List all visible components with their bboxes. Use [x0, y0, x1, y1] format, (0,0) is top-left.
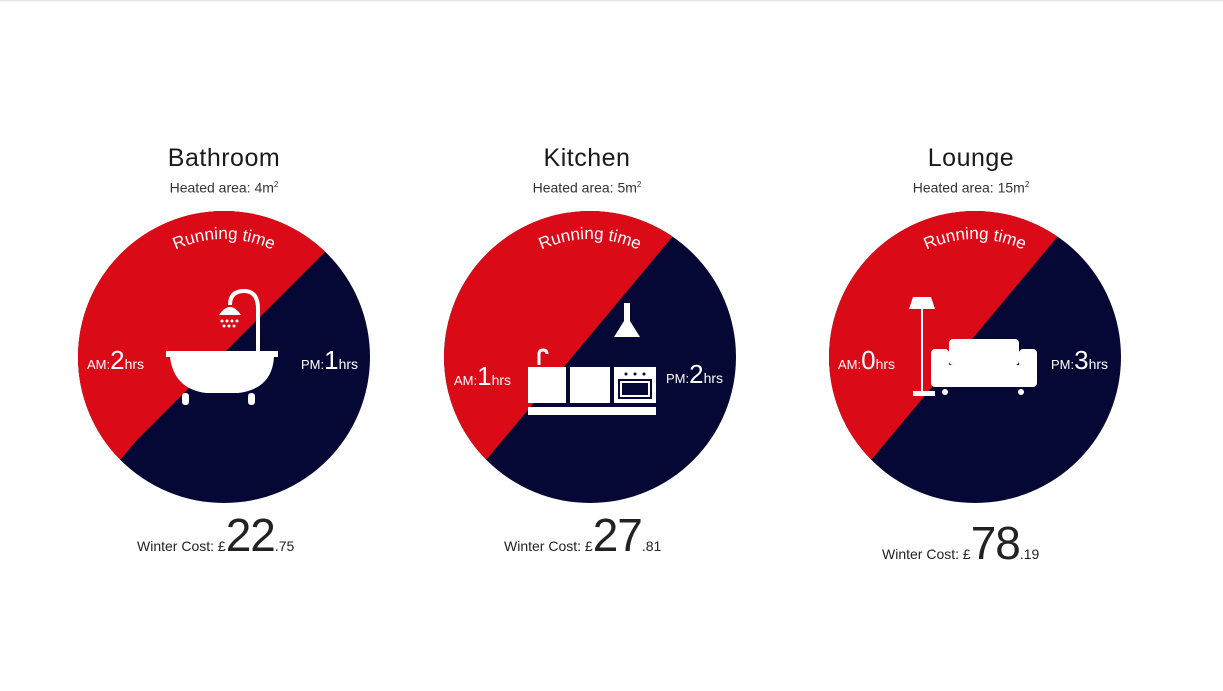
kitchen-icon: [528, 303, 656, 415]
winter-cost: Winter Cost: £22.75: [137, 509, 295, 561]
room-title: Bathroom: [167, 144, 281, 172]
room-kitchen: Kitchen Heated area: 5m2: [427, 140, 747, 197]
sofa-lamp-icon: [909, 297, 1037, 396]
running-time-circle-bathroom: Running time AM:2hrs PM:1hrs: [78, 211, 370, 503]
running-time-circle-kitchen: Running time AM:1hrs PM:2hrs: [444, 211, 736, 503]
heated-area: Heated area: 15m2: [912, 179, 1030, 196]
am-hours: AM:0hrs: [838, 345, 896, 375]
heated-area: Heated area: 4m2: [169, 179, 279, 196]
pm-hours: PM:2hrs: [666, 359, 724, 389]
winter-cost: Winter Cost: £78.19: [882, 517, 1040, 569]
am-hours: AM:1hrs: [454, 361, 512, 391]
top-border: [0, 0, 1223, 2]
pm-hours: PM:1hrs: [301, 345, 359, 375]
pm-hours: PM:3hrs: [1051, 345, 1109, 375]
running-time-circle-lounge: Running time AM:0hrs PM:3hrs: [829, 211, 1121, 503]
heated-area: Heated area: 5m2: [532, 179, 642, 196]
winter-cost: Winter Cost: £27.81: [504, 509, 662, 561]
room-lounge: Lounge Heated area: 15m2: [811, 140, 1131, 197]
am-hours: AM:2hrs: [87, 345, 145, 375]
room-title: Lounge: [927, 144, 1015, 172]
bathtub-shower-icon: [166, 288, 278, 405]
room-bathroom: Bathroom Heated area: 4m2: [64, 140, 384, 197]
room-title: Kitchen: [543, 144, 631, 172]
